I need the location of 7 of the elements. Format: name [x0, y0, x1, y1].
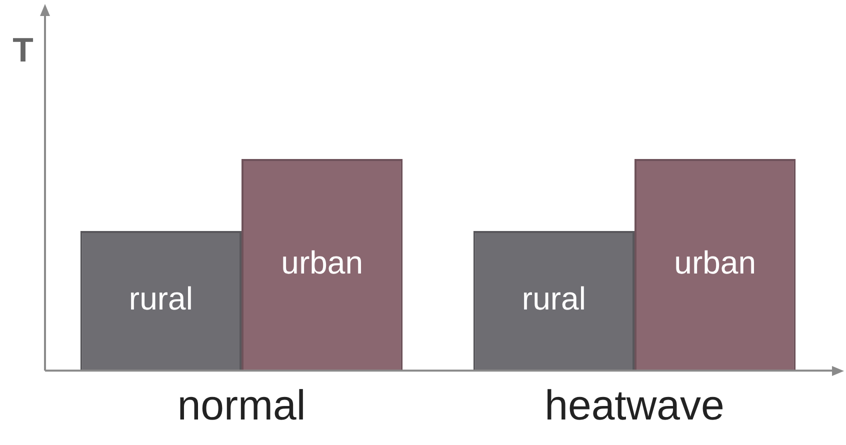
- x-tick-label: heatwave: [544, 381, 724, 428]
- series-label: urban: [281, 244, 363, 281]
- series-label: rural: [522, 280, 586, 317]
- text: rural: [128, 280, 193, 317]
- y-axis-title: T: [12, 31, 34, 70]
- x-tick-label: normal: [177, 381, 306, 428]
- text: urban: [674, 244, 756, 281]
